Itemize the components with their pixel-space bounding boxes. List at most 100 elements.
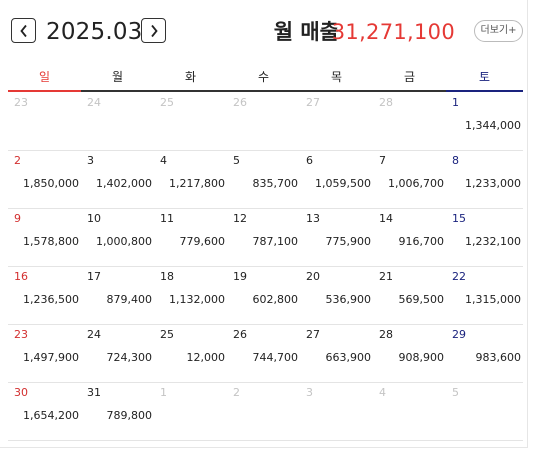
calendar-day-cell[interactable]: 10 1,000,800	[81, 208, 154, 266]
calendar-day-cell[interactable]: 25 12,000	[154, 324, 227, 382]
day-number: 5	[452, 386, 459, 399]
prev-month-button[interactable]	[11, 18, 36, 43]
day-number: 19	[233, 270, 247, 283]
calendar-day-cell[interactable]: 24 724,300	[81, 324, 154, 382]
calendar-day-cell[interactable]: 2	[227, 382, 300, 440]
daily-sales-amount: 744,700	[252, 351, 299, 364]
calendar-day-cell[interactable]: 29 983,600	[446, 324, 523, 382]
daily-sales-amount: 983,600	[475, 351, 522, 364]
calendar-day-cell[interactable]: 24	[81, 92, 154, 150]
calendar-week-row: 16 1,236,500 17 879,400 18 1,132,000 19 602,800…	[8, 266, 523, 325]
calendar-day-cell[interactable]: 1	[154, 382, 227, 440]
day-number: 28	[379, 96, 393, 109]
calendar-day-cell[interactable]: 5	[446, 382, 523, 440]
calendar-day-cell[interactable]: 2 1,850,000	[8, 150, 81, 208]
calendar-day-cell[interactable]: 28 908,900	[373, 324, 446, 382]
calendar-day-cell[interactable]: 25	[154, 92, 227, 150]
day-number: 12	[233, 212, 247, 225]
calendar-day-cell[interactable]: 7 1,006,700	[373, 150, 446, 208]
calendar-day-cell[interactable]: 3	[300, 382, 373, 440]
day-number: 21	[379, 270, 393, 283]
calendar-day-cell[interactable]: 16 1,236,500	[8, 266, 81, 324]
calendar-day-cell[interactable]: 6 1,059,500	[300, 150, 373, 208]
weekday-sat: 토	[446, 64, 523, 92]
calendar-week-row: 30 1,654,200 31 789,800 1 2 3 4 5	[8, 382, 523, 441]
calendar-day-cell[interactable]: 23 1,497,900	[8, 324, 81, 382]
day-number: 7	[379, 154, 386, 167]
calendar-day-cell[interactable]: 23	[8, 92, 81, 150]
day-number: 18	[160, 270, 174, 283]
weekday-header: 일 월 화 수 목 금 토	[8, 64, 523, 92]
calendar-day-cell[interactable]: 26 744,700	[227, 324, 300, 382]
daily-sales-amount: 1,006,700	[388, 177, 444, 190]
calendar-day-cell[interactable]: 14 916,700	[373, 208, 446, 266]
weekday-wed: 수	[227, 64, 300, 92]
day-number: 1	[452, 96, 459, 109]
day-number: 28	[379, 328, 393, 341]
calendar-day-cell[interactable]: 15 1,232,100	[446, 208, 523, 266]
next-month-button[interactable]	[141, 18, 166, 43]
day-number: 13	[306, 212, 320, 225]
calendar-day-cell[interactable]: 4 1,217,800	[154, 150, 227, 208]
daily-sales-amount: 1,402,000	[96, 177, 152, 190]
calendar-day-cell[interactable]: 28	[373, 92, 446, 150]
calendar-day-cell[interactable]: 1 1,344,000	[446, 92, 523, 150]
calendar-week-row: 2 1,850,000 3 1,402,000 4 1,217,800 5 835,700 6 1…	[8, 150, 523, 209]
day-number: 24	[87, 328, 101, 341]
calendar-day-cell[interactable]: 3 1,402,000	[81, 150, 154, 208]
daily-sales-amount: 916,700	[398, 235, 445, 248]
calendar-day-cell[interactable]: 4	[373, 382, 446, 440]
day-number: 25	[160, 96, 174, 109]
more-button[interactable]: 더보기+	[474, 20, 523, 42]
day-number: 23	[14, 328, 28, 341]
day-number: 16	[14, 270, 28, 283]
chevron-left-icon	[19, 24, 27, 37]
daily-sales-amount: 1,497,900	[23, 351, 79, 364]
day-number: 4	[160, 154, 167, 167]
calendar-day-cell[interactable]: 20 536,900	[300, 266, 373, 324]
day-number: 9	[14, 212, 21, 225]
calendar-day-cell[interactable]: 19 602,800	[227, 266, 300, 324]
chevron-right-icon	[150, 24, 158, 37]
day-number: 10	[87, 212, 101, 225]
day-number: 1	[160, 386, 167, 399]
day-number: 25	[160, 328, 174, 341]
daily-sales-amount: 602,800	[252, 293, 299, 306]
calendar-day-cell[interactable]: 22 1,315,000	[446, 266, 523, 324]
daily-sales-amount: 775,900	[325, 235, 372, 248]
daily-sales-amount: 787,100	[252, 235, 299, 248]
day-number: 3	[87, 154, 94, 167]
day-number: 14	[379, 212, 393, 225]
day-number: 23	[14, 96, 28, 109]
calendar-day-cell[interactable]: 27	[300, 92, 373, 150]
daily-sales-amount: 835,700	[252, 177, 299, 190]
day-number: 5	[233, 154, 240, 167]
calendar-day-cell[interactable]: 9 1,578,800	[8, 208, 81, 266]
day-number: 2	[233, 386, 240, 399]
weekday-sun: 일	[8, 64, 81, 92]
calendar-day-cell[interactable]: 11 779,600	[154, 208, 227, 266]
day-number: 26	[233, 328, 247, 341]
calendar-day-cell[interactable]: 5 835,700	[227, 150, 300, 208]
calendar-week-row: 9 1,578,800 10 1,000,800 11 779,600 12 787,100 1…	[8, 208, 523, 267]
calendar-day-cell[interactable]: 21 569,500	[373, 266, 446, 324]
calendar-panel: 2025.03 월 매출 31,271,100 더보기+ 일 월 화 수 목 금…	[0, 0, 528, 448]
daily-sales-amount: 1,578,800	[23, 235, 79, 248]
calendar-day-cell[interactable]: 27 663,900	[300, 324, 373, 382]
calendar-day-cell[interactable]: 13 775,900	[300, 208, 373, 266]
daily-sales-amount: 569,500	[398, 293, 445, 306]
calendar-day-cell[interactable]: 31 789,800	[81, 382, 154, 440]
daily-sales-amount: 1,654,200	[23, 409, 79, 422]
calendar-day-cell[interactable]: 26	[227, 92, 300, 150]
current-month: 2025.03	[46, 19, 143, 45]
calendar-day-cell[interactable]: 17 879,400	[81, 266, 154, 324]
calendar-day-cell[interactable]: 12 787,100	[227, 208, 300, 266]
weekday-tue: 화	[154, 64, 227, 92]
daily-sales-amount: 663,900	[325, 351, 372, 364]
calendar-day-cell[interactable]: 18 1,132,000	[154, 266, 227, 324]
calendar-day-cell[interactable]: 30 1,654,200	[8, 382, 81, 440]
calendar-day-cell[interactable]: 8 1,233,000	[446, 150, 523, 208]
day-number: 22	[452, 270, 466, 283]
monthly-sales-label: 월 매출	[273, 20, 339, 44]
calendar-week-row: 23 24 25 26 27 28 1 1,344,000	[8, 92, 523, 151]
